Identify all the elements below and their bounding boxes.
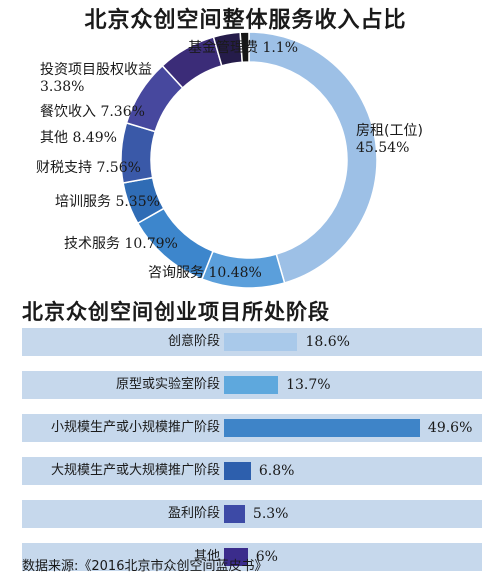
bar-value-label: 6% xyxy=(255,549,278,565)
pie-label-name: 房租(工位) xyxy=(356,123,423,139)
bar-category-label: 小规模生产或小规模推广阶段 xyxy=(50,420,220,435)
pie-label-value: 8.49% xyxy=(72,130,117,146)
pie-label-value: 5.35% xyxy=(115,194,160,210)
pie-label: 技术服务 10.79% xyxy=(64,236,178,253)
bar-value-label: 6.8% xyxy=(258,463,295,479)
pie-label: 培训服务 5.35% xyxy=(55,194,160,211)
pie-label-value: 7.56% xyxy=(96,160,141,176)
bar-chart: 创意阶段 18.6% 原型或实验室阶段 13.7% 小规模生产或小规模推广阶段 49.6%… xyxy=(22,328,482,586)
pie-slice xyxy=(248,31,378,284)
pie-label-name: 餐饮收入 xyxy=(40,104,96,120)
pie-label: 咨询服务 10.48% xyxy=(148,265,262,282)
pie-label-value: 45.54% xyxy=(356,140,410,156)
pie-label-value: 10.79% xyxy=(124,236,178,252)
bar-value-label: 13.7% xyxy=(286,377,331,393)
pie-chart-title: 北京众创空间整体服务收入占比 xyxy=(84,8,407,33)
bar-category-label: 原型或实验室阶段 xyxy=(115,377,220,392)
bar xyxy=(224,548,248,566)
bar xyxy=(224,333,298,351)
bar-category-label: 创意阶段 xyxy=(167,334,220,349)
pie-label: 其他 8.49% xyxy=(40,130,117,147)
pie-slice xyxy=(239,31,250,64)
bar-row: 创意阶段 18.6% xyxy=(22,328,482,356)
pie-label-name: 基金管理费 xyxy=(188,40,258,56)
pie-label-name: 咨询服务 xyxy=(148,265,204,281)
pie-label-value: 10.48% xyxy=(208,265,262,281)
pie-label: 基金管理费 1.1% xyxy=(188,40,298,57)
bar-row: 大规模生产或大规模推广阶段 6.8% xyxy=(22,457,482,485)
pie-label-name: 培训服务 xyxy=(55,194,111,210)
bar xyxy=(224,462,251,480)
pie-label: 餐饮收入 7.36% xyxy=(40,104,145,121)
pie-label: 投资项目股权收益 3.38% xyxy=(40,62,152,96)
donut-chart xyxy=(120,31,378,289)
pie-label-value: 3.38% xyxy=(40,79,85,95)
bar-row: 盈利阶段 5.3% xyxy=(22,500,482,528)
bar-value-label: 49.6% xyxy=(427,420,473,436)
pie-label: 财税支持 7.56% xyxy=(36,160,141,177)
bar xyxy=(224,376,279,394)
pie-label-name: 投资项目股权收益 xyxy=(40,62,152,78)
bar xyxy=(224,419,420,437)
bar-chart-title: 北京众创空间创业项目所处阶段 xyxy=(22,300,330,324)
bar-category-label: 其他 xyxy=(193,549,220,564)
pie-label-name: 财税支持 xyxy=(36,160,92,176)
bar xyxy=(224,505,245,523)
bar-value-label: 18.6% xyxy=(305,334,350,350)
source-note: 数据来源:《2016北京市众创空间蓝皮书》 xyxy=(22,559,268,574)
pie-label-value: 7.36% xyxy=(100,104,145,120)
bar-category-label: 盈利阶段 xyxy=(167,506,220,521)
pie-label-value: 1.1% xyxy=(262,40,299,56)
pie-label-name: 其他 xyxy=(40,130,68,146)
pie-label: 房租(工位) 45.54% xyxy=(356,123,423,157)
bar-category-label: 大规模生产或大规模推广阶段 xyxy=(50,463,220,478)
bar-row: 原型或实验室阶段 13.7% xyxy=(22,371,482,399)
pie-label-name: 技术服务 xyxy=(64,236,120,252)
bar-row: 小规模生产或小规模推广阶段 49.6% xyxy=(22,414,482,442)
bar-row: 其他 6% xyxy=(22,543,482,571)
bar-value-label: 5.3% xyxy=(252,506,289,522)
